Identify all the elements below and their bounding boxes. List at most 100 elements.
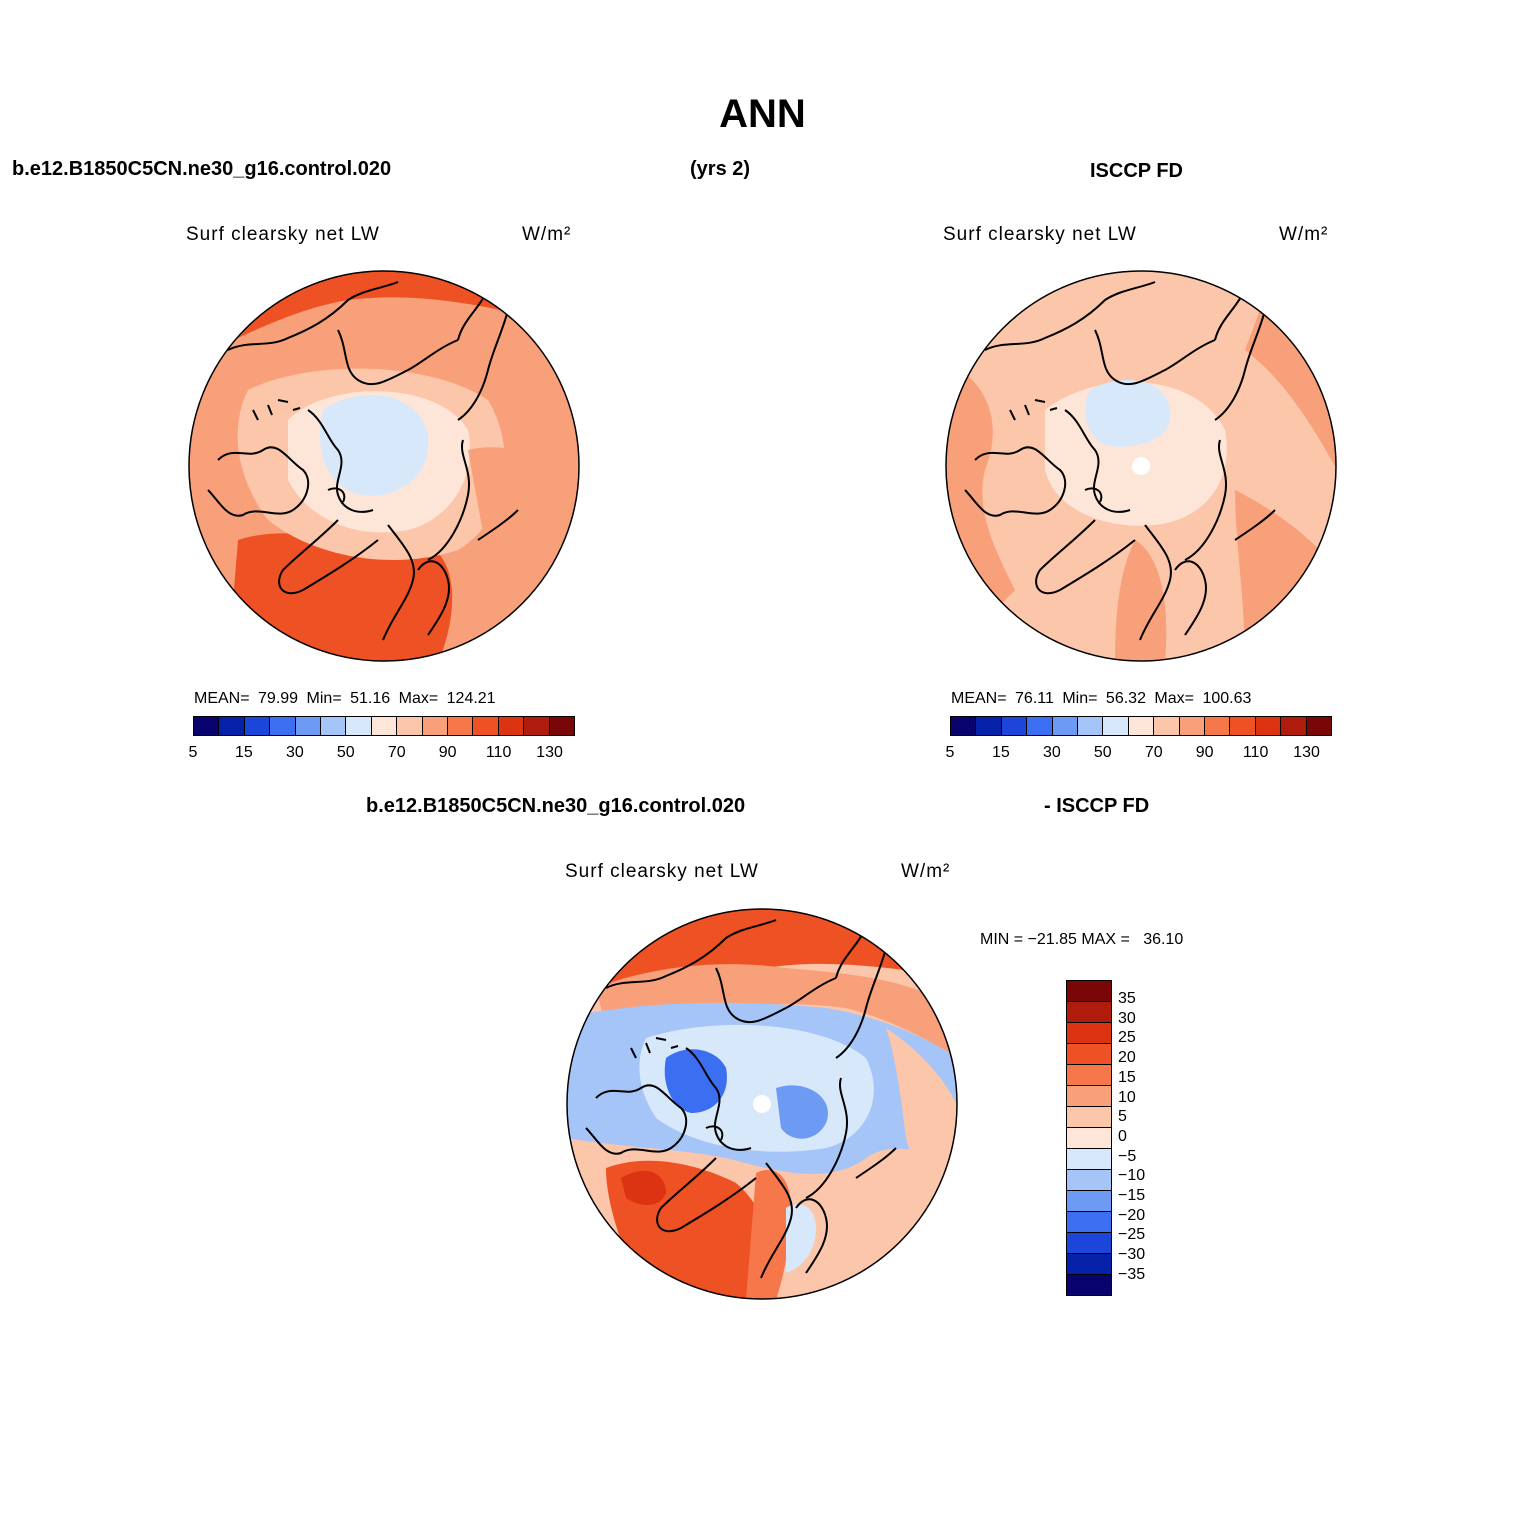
colorbar-tick-label: 15	[992, 744, 1010, 761]
obs-max-label: Max=	[1154, 690, 1194, 707]
colorbar-tick-label: 10	[1118, 1088, 1136, 1106]
colorbar-swatch	[1067, 1170, 1111, 1191]
coastline	[630, 1037, 679, 1059]
colorbar-swatch	[219, 717, 245, 735]
coastline	[1139, 524, 1172, 641]
colorbar-tick-label: 0	[1118, 1127, 1127, 1145]
contour-region	[1085, 380, 1171, 447]
colorbar-swatch	[295, 717, 322, 735]
map-boundary	[188, 270, 580, 662]
colorbar-tick-label: 5	[1118, 1108, 1127, 1126]
obs-units: W/m²	[1279, 224, 1329, 245]
obs-stats: MEAN= 76.11 Min= 56.32 Max= 100.63	[951, 690, 1251, 708]
coastline	[805, 1077, 849, 1199]
colorbar-tick-label: −30	[1118, 1246, 1146, 1264]
obs-variable-title: Surf clearsky net LW	[943, 224, 1137, 245]
colorbar-swatch	[1052, 717, 1079, 735]
obs-polar-map	[945, 270, 1337, 662]
contour-region	[621, 1170, 666, 1205]
coastline	[327, 487, 346, 503]
colorbar-tick-label: 15	[1118, 1068, 1136, 1086]
coastline	[427, 439, 471, 561]
model-max-value: 124.21	[446, 690, 496, 707]
colorbar-swatch	[1067, 1233, 1111, 1254]
colorbar-tick-label: −5	[1118, 1147, 1137, 1165]
colorbar-tick-label: −35	[1118, 1265, 1146, 1283]
coastline	[715, 967, 837, 1024]
coastline	[1174, 560, 1207, 636]
colorbar-swatch	[1067, 1128, 1111, 1149]
coastline	[1234, 509, 1276, 541]
colorbar-tick-label: 90	[1195, 744, 1214, 761]
coastline	[1009, 399, 1058, 421]
colorbar-tick-label: 25	[1118, 1029, 1136, 1047]
coastline	[1084, 487, 1103, 503]
contour-region	[1115, 540, 1167, 661]
diff-polar-map	[566, 908, 958, 1300]
model-mean-label: MEAN=	[194, 690, 250, 707]
pole-hole	[1132, 457, 1150, 475]
coastline	[964, 446, 1067, 517]
colorbar-swatch	[1179, 717, 1206, 735]
colorbar-swatch	[346, 717, 372, 735]
model-polar-map	[188, 270, 580, 662]
colorbar-swatch	[549, 717, 575, 735]
colorbar-swatch	[1067, 1023, 1111, 1044]
colorbar-swatch	[1067, 1275, 1111, 1295]
coastline	[1214, 309, 1266, 421]
figure-title: ANN	[719, 92, 806, 136]
colorbar-swatch	[1255, 717, 1282, 735]
colorbar-swatch	[1230, 717, 1256, 735]
coastline	[457, 309, 509, 421]
contour-region	[776, 1085, 828, 1139]
colorbar-swatch	[1067, 1086, 1111, 1107]
colorbar-tick-label: −10	[1118, 1167, 1146, 1185]
obs-max-value: 100.63	[1202, 690, 1252, 707]
coastline	[705, 1125, 724, 1141]
colorbar-tick-label: −15	[1118, 1187, 1146, 1204]
colorbar-tick-label: −20	[1118, 1206, 1146, 1224]
contour-region	[786, 1204, 816, 1273]
colorbar-swatch	[1103, 717, 1129, 735]
colorbar-swatch	[1067, 981, 1111, 1002]
coastline	[1064, 409, 1131, 513]
diff-case-name-header: b.e12.B1850C5CN.ne30_g16.control.020	[366, 795, 746, 817]
diff-obs-name-header: - ISCCP FD	[1044, 795, 1150, 817]
model-variable-title: Surf clearsky net LW	[186, 224, 380, 245]
coastline	[252, 399, 301, 421]
coastline	[685, 1047, 752, 1151]
colorbar-tick-label: 110	[1242, 744, 1269, 761]
coastline	[477, 509, 519, 541]
coastline	[835, 947, 887, 1059]
contour-region	[746, 1169, 791, 1299]
colorbar-tick-label: 30	[1118, 1009, 1136, 1027]
coastline	[337, 329, 459, 386]
colorbar-tick-label: 70	[1144, 744, 1163, 761]
model-min-value: 51.16	[350, 690, 391, 707]
colorbar-swatch	[1205, 717, 1231, 735]
coastline	[1184, 439, 1228, 561]
diff-variable-title: Surf clearsky net LW	[565, 861, 759, 882]
colorbar-swatch	[976, 717, 1002, 735]
colorbar-swatch	[1128, 717, 1155, 735]
model-min-label: Min=	[306, 690, 342, 707]
colorbar-swatch	[1067, 1002, 1111, 1023]
coastline	[605, 919, 777, 989]
map-boundary	[945, 270, 1337, 662]
colorbar-swatch	[1067, 1149, 1111, 1170]
colorbar-tick-label: 5	[188, 744, 198, 761]
colorbar-tick-label: 20	[1118, 1049, 1136, 1067]
colorbar-tick-label: 50	[1093, 744, 1112, 761]
coastline	[307, 409, 374, 513]
colorbar-tick-label: −25	[1118, 1226, 1146, 1244]
colorbar-swatch	[448, 717, 474, 735]
case-name-header: b.e12.B1850C5CN.ne30_g16.control.020	[12, 158, 392, 180]
coastline	[207, 446, 310, 517]
coastline	[984, 281, 1156, 351]
colorbar-swatch	[1281, 717, 1307, 735]
coastline	[585, 1084, 688, 1155]
colorbar-swatch	[1067, 1254, 1111, 1275]
colorbar-tick-label: 110	[485, 744, 512, 761]
colorbar-swatch	[951, 717, 977, 735]
pole-hole	[753, 1095, 771, 1113]
